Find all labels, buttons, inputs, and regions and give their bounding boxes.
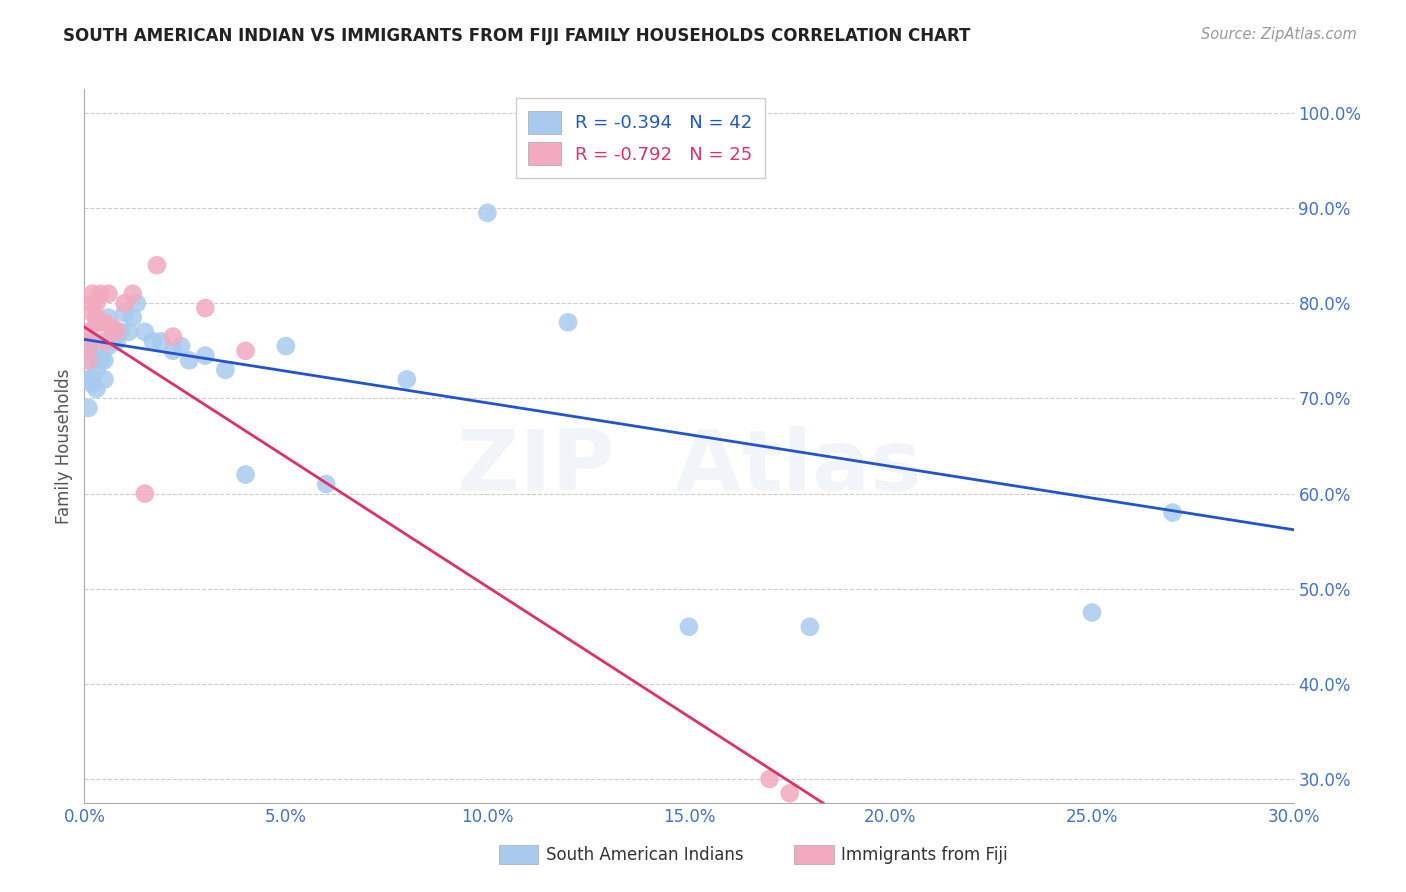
Point xyxy=(235,467,257,482)
Point xyxy=(274,339,297,353)
Point xyxy=(162,343,184,358)
Point xyxy=(86,296,108,310)
Point xyxy=(114,296,136,310)
Point xyxy=(121,286,143,301)
Point xyxy=(77,353,100,368)
Point xyxy=(97,339,120,353)
Point xyxy=(82,353,104,368)
Point xyxy=(125,296,148,310)
Text: SOUTH AMERICAN INDIAN VS IMMIGRANTS FROM FIJI FAMILY HOUSEHOLDS CORRELATION CHAR: SOUTH AMERICAN INDIAN VS IMMIGRANTS FROM… xyxy=(63,27,970,45)
Point xyxy=(779,786,801,800)
Legend: R = -0.394   N = 42, R = -0.792   N = 25: R = -0.394 N = 42, R = -0.792 N = 25 xyxy=(516,98,765,178)
Point xyxy=(146,258,169,272)
Point xyxy=(77,372,100,386)
Point xyxy=(82,286,104,301)
Point xyxy=(105,334,128,349)
Point xyxy=(118,325,141,339)
Point xyxy=(194,349,217,363)
Point xyxy=(93,315,115,329)
Point xyxy=(86,339,108,353)
Point xyxy=(105,325,128,339)
Point xyxy=(97,286,120,301)
Point xyxy=(194,301,217,315)
Point xyxy=(93,334,115,349)
Point xyxy=(86,310,108,325)
Point xyxy=(799,620,821,634)
Text: South American Indians: South American Indians xyxy=(546,846,744,863)
Point xyxy=(678,620,700,634)
Point xyxy=(86,382,108,396)
Point xyxy=(101,334,124,349)
Point xyxy=(77,343,100,358)
Point xyxy=(557,315,579,329)
Point xyxy=(82,306,104,320)
Point xyxy=(235,343,257,358)
Point xyxy=(89,353,111,368)
Point xyxy=(477,206,499,220)
Point xyxy=(114,306,136,320)
Point xyxy=(82,372,104,386)
Text: Source: ZipAtlas.com: Source: ZipAtlas.com xyxy=(1201,27,1357,42)
Point xyxy=(82,296,104,310)
Point xyxy=(77,401,100,415)
Point xyxy=(121,310,143,325)
Point xyxy=(1081,606,1104,620)
Text: ZIP  Atlas: ZIP Atlas xyxy=(457,425,921,509)
Point xyxy=(170,339,193,353)
Point xyxy=(82,377,104,392)
Point xyxy=(142,334,165,349)
Point xyxy=(162,329,184,343)
Point xyxy=(214,363,236,377)
Point xyxy=(149,334,172,349)
Point xyxy=(93,372,115,386)
Point xyxy=(93,353,115,368)
Point xyxy=(89,315,111,329)
Point xyxy=(179,353,201,368)
Point xyxy=(89,315,111,329)
Point xyxy=(110,325,132,339)
Point xyxy=(134,325,156,339)
Point xyxy=(97,310,120,325)
Point xyxy=(77,334,100,349)
Point xyxy=(77,339,100,353)
Point xyxy=(315,477,337,491)
Point xyxy=(101,320,124,334)
Text: Immigrants from Fiji: Immigrants from Fiji xyxy=(841,846,1008,863)
Point xyxy=(758,772,780,786)
Point xyxy=(134,486,156,500)
Point xyxy=(86,363,108,377)
Point xyxy=(101,329,124,343)
Point xyxy=(77,325,100,339)
Point xyxy=(395,372,418,386)
Point xyxy=(89,286,111,301)
Y-axis label: Family Households: Family Households xyxy=(55,368,73,524)
Point xyxy=(1161,506,1184,520)
Point xyxy=(86,315,108,329)
